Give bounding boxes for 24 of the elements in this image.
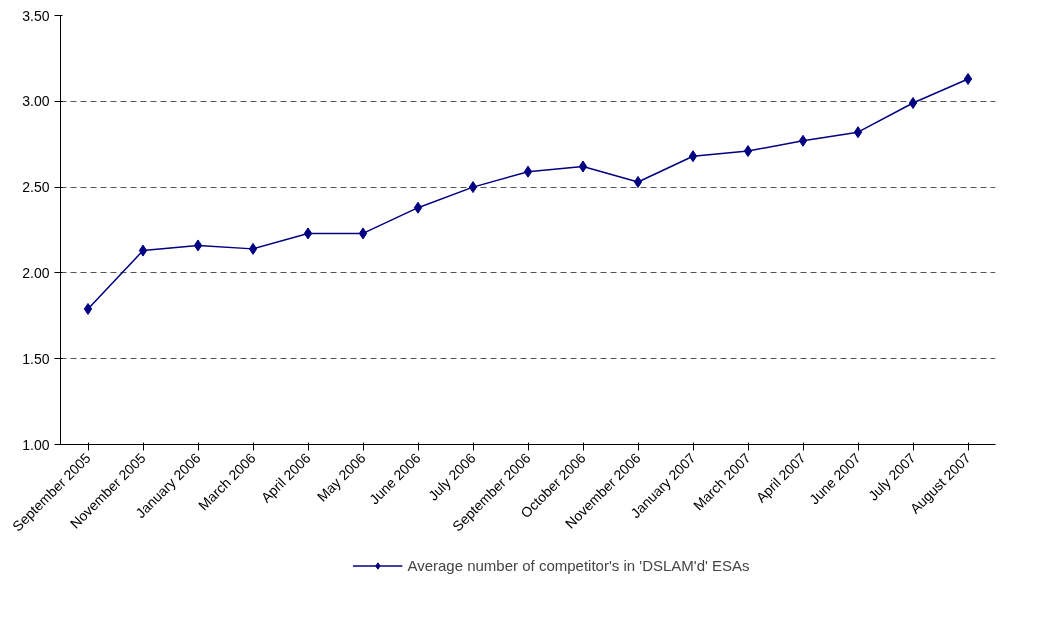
point bbox=[193, 239, 203, 252]
point bbox=[578, 160, 588, 173]
point bbox=[688, 150, 698, 163]
y-tick-label: 2.00 bbox=[22, 264, 50, 281]
point bbox=[303, 227, 313, 240]
point bbox=[413, 201, 423, 214]
legend-label: Average number of competitor's in 'DSLAM'd' ESAs bbox=[407, 556, 750, 574]
y-tick-label: 1.00 bbox=[22, 436, 50, 453]
point bbox=[358, 227, 368, 240]
point bbox=[248, 242, 258, 255]
y-tick-label: 3.50 bbox=[22, 7, 50, 24]
point bbox=[468, 181, 478, 194]
point bbox=[853, 126, 863, 139]
point bbox=[523, 165, 533, 178]
point bbox=[83, 302, 93, 315]
y-tick-label: 1.50 bbox=[22, 350, 50, 367]
y-tick-label: 2.50 bbox=[22, 179, 50, 196]
point bbox=[138, 244, 148, 257]
point bbox=[908, 97, 918, 110]
point bbox=[633, 175, 643, 188]
y-tick-label: 3.00 bbox=[22, 93, 50, 110]
point bbox=[963, 72, 973, 85]
point bbox=[743, 145, 753, 158]
point bbox=[798, 134, 808, 147]
